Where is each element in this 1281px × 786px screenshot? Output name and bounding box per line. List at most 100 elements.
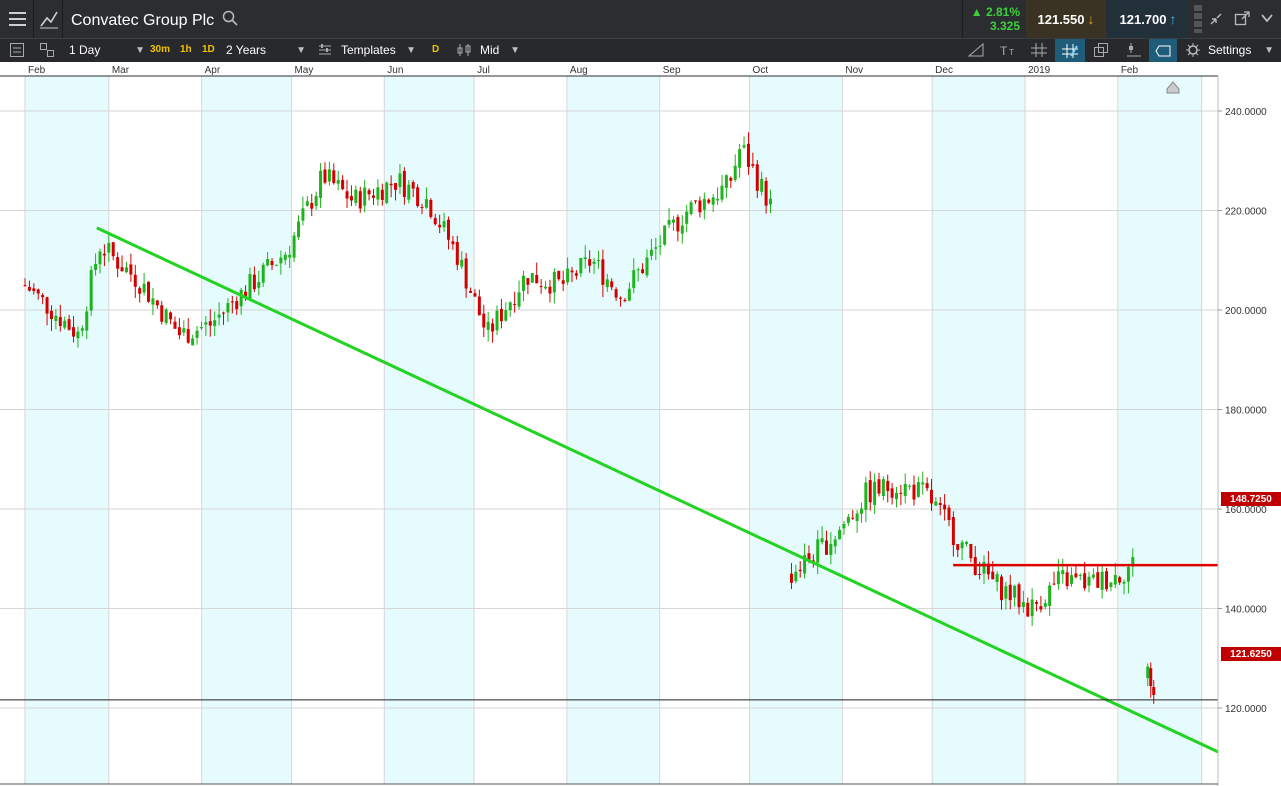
candle-body: [107, 243, 111, 253]
copy-icon[interactable]: [1093, 43, 1109, 57]
candle-body: [829, 543, 833, 555]
candle-body: [1100, 571, 1104, 590]
sell-price-button[interactable]: 121.550 ↓: [1026, 0, 1106, 38]
candle-body: [358, 191, 362, 209]
candle-body: [85, 311, 89, 331]
templates-select[interactable]: Templates ▼: [341, 43, 416, 57]
caret-down-icon: ▼: [406, 44, 416, 56]
candle-body: [482, 313, 486, 328]
candle-body: [204, 322, 208, 325]
candle-body: [539, 286, 543, 288]
month-shade: [201, 76, 292, 784]
candle-body: [627, 288, 631, 301]
candle-body: [769, 198, 773, 205]
quantity-stepper[interactable]: [1192, 4, 1204, 34]
grid-toggle-button[interactable]: [1055, 39, 1085, 62]
candle-body: [499, 308, 503, 322]
layout-icon[interactable]: [40, 43, 54, 57]
candle-body: [1126, 567, 1130, 582]
caret-down-icon: ▼: [510, 44, 520, 56]
candle-body: [398, 173, 402, 187]
crosshair-icon[interactable]: [1031, 43, 1047, 57]
home-icon[interactable]: [1166, 81, 1180, 94]
candle-body: [632, 270, 636, 289]
indicator-icon[interactable]: [1126, 43, 1142, 57]
candle-body: [191, 338, 195, 346]
candle-body: [614, 289, 618, 298]
month-shade: [25, 76, 109, 784]
change-percent: ▲ 2.81%: [970, 5, 1020, 19]
tag-toggle-button[interactable]: [1149, 39, 1177, 62]
candle-body: [257, 281, 261, 288]
candle-body: [411, 182, 415, 189]
buy-price: 121.700: [1119, 11, 1167, 27]
resistance-price-tag: 148.7250: [1221, 492, 1281, 506]
chevron-down-icon[interactable]: [1260, 11, 1274, 25]
candle-body: [899, 492, 903, 494]
interval-select[interactable]: 1 Day ▼: [69, 43, 145, 57]
candle-body: [274, 264, 278, 266]
list-icon[interactable]: [10, 43, 24, 57]
settings-gear-icon[interactable]: [1186, 43, 1200, 57]
sell-price: 121.550: [1037, 11, 1085, 27]
candle-body: [380, 189, 384, 200]
candle-body: [438, 224, 442, 228]
candle-body: [729, 177, 733, 181]
range-select[interactable]: 2 Years ▼: [226, 43, 306, 57]
svg-text:T: T: [1000, 44, 1008, 57]
candle-body: [155, 300, 159, 306]
x-tick-label: Feb: [1121, 65, 1139, 76]
chart-icon[interactable]: [39, 9, 59, 29]
candle-body: [138, 288, 142, 294]
menu-icon[interactable]: [8, 10, 28, 28]
candle-body: [916, 482, 920, 497]
candle-body: [517, 292, 521, 307]
candle-body: [855, 513, 859, 522]
candle-body: [807, 553, 811, 561]
instrument-title[interactable]: Convatec Group Plc: [71, 11, 215, 29]
candle-body: [1000, 576, 1004, 601]
candle-body: [323, 169, 327, 183]
candle-body: [1043, 602, 1047, 607]
candle-body: [921, 482, 925, 485]
x-tick-label: Nov: [845, 65, 863, 76]
candle-body: [623, 299, 627, 302]
search-icon[interactable]: [222, 10, 238, 31]
trendline[interactable]: [96, 226, 1219, 754]
quick-30m-button[interactable]: 30m: [150, 44, 171, 55]
candle-type-icon[interactable]: [457, 43, 473, 57]
candle-body: [873, 481, 877, 505]
candle-body: [982, 561, 986, 574]
candle-body: [504, 310, 508, 321]
x-tick-label: 2019: [1028, 65, 1051, 76]
candle-body: [1048, 585, 1052, 606]
candle-body: [244, 291, 248, 298]
price-mode-value: Mid: [480, 43, 500, 57]
candle-body: [363, 187, 367, 206]
settings-select[interactable]: Settings ▼: [1208, 43, 1274, 57]
candle-body: [27, 286, 31, 291]
caret-down-icon: ▼: [135, 44, 145, 56]
month-shade: [932, 76, 1025, 784]
quick-1d-button[interactable]: 1D: [202, 44, 215, 55]
candle-body: [1074, 573, 1078, 578]
collapse-icon[interactable]: [1208, 11, 1224, 27]
draw-line-icon[interactable]: [968, 43, 984, 57]
candle-body: [912, 484, 916, 500]
y-tick-label: 200.0000: [1225, 306, 1267, 317]
candle-body: [336, 180, 340, 184]
current-price-tag: 121.6250: [1221, 647, 1281, 661]
price-chart[interactable]: Feb Mar Apr May Jun Jul Aug Sep Oct Nov Dec 2019 Feb…: [0, 62, 1281, 786]
candle-body: [833, 539, 837, 547]
buy-price-button[interactable]: 121.700 ↑: [1108, 0, 1188, 38]
caret-down-icon: ▼: [296, 44, 306, 56]
candle-body: [570, 270, 574, 273]
popout-icon[interactable]: [1234, 11, 1250, 27]
templates-icon[interactable]: [318, 43, 332, 57]
quick-1h-button[interactable]: 1h: [180, 44, 192, 55]
candle-body: [442, 221, 446, 228]
candle-body: [816, 539, 820, 563]
price-mode-select[interactable]: Mid ▼: [480, 43, 520, 57]
d-badge[interactable]: D: [432, 44, 440, 55]
